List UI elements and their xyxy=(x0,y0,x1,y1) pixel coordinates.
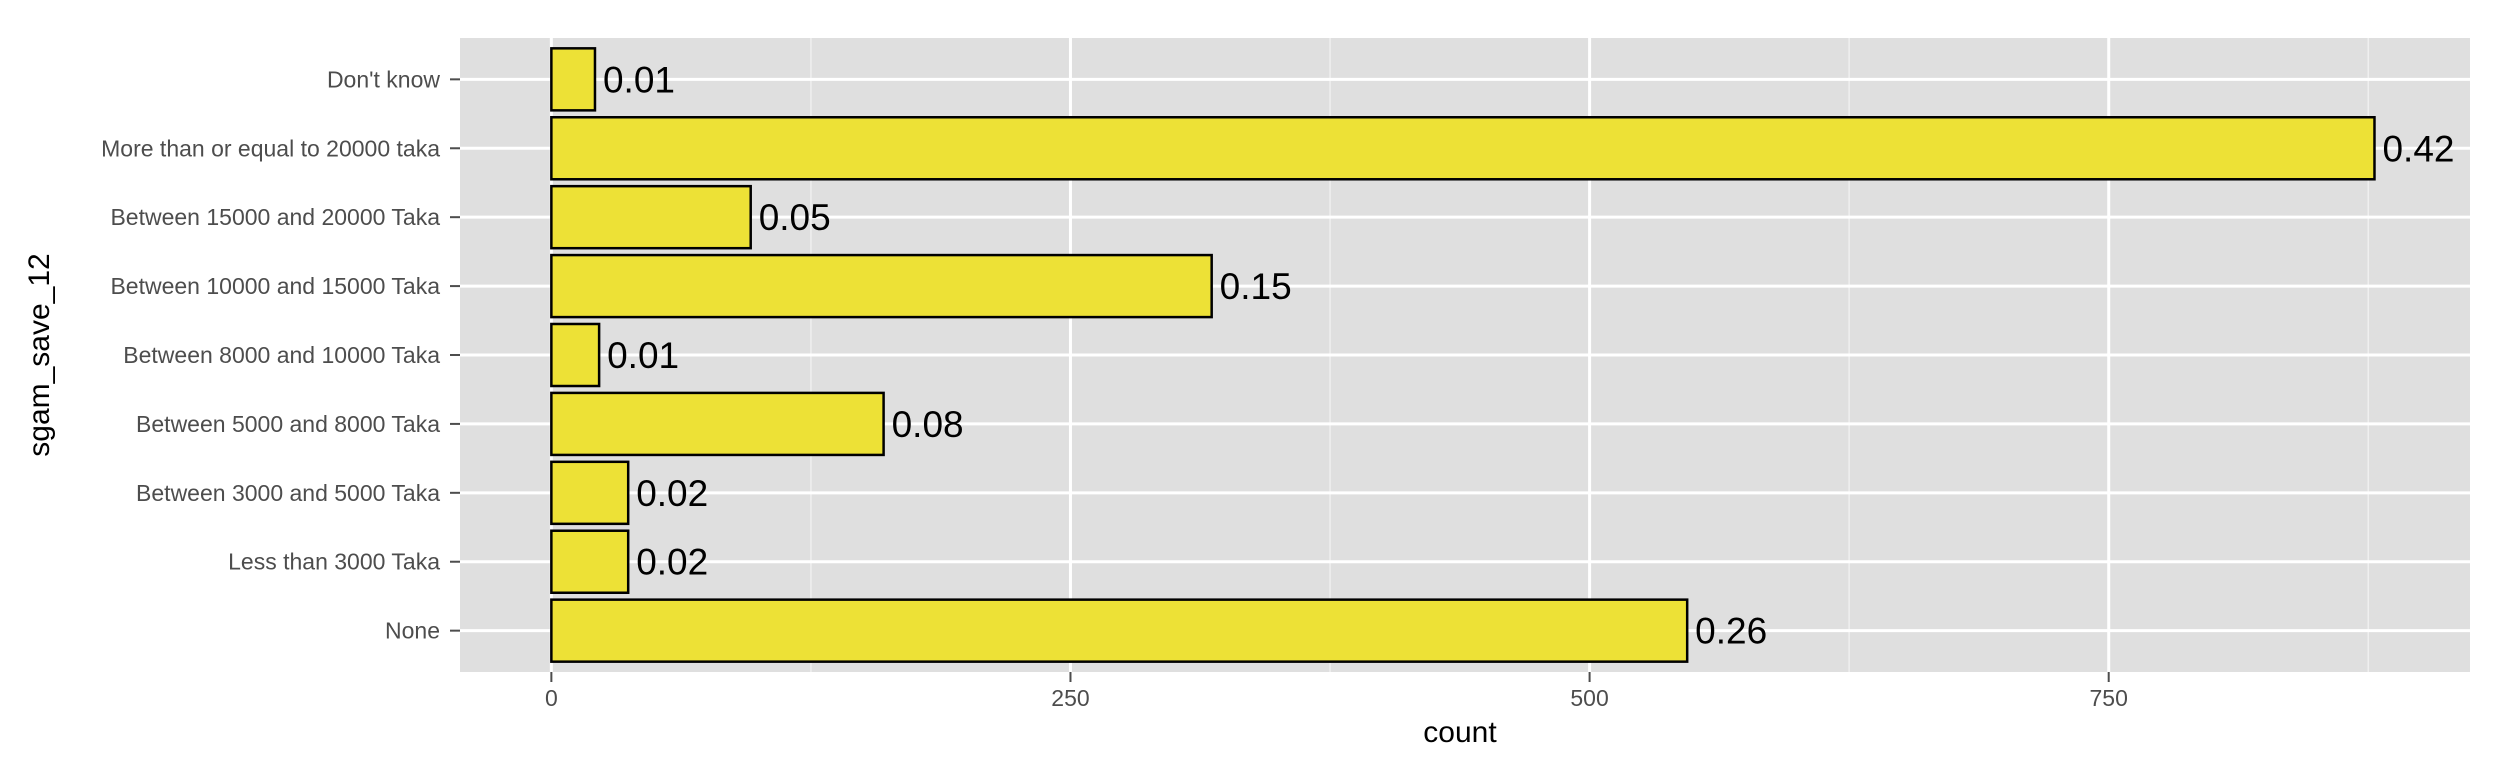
bar xyxy=(550,184,752,250)
bar xyxy=(550,529,630,595)
bar xyxy=(550,598,1689,663)
x-tick-label: 500 xyxy=(1570,685,1608,711)
y-tick-label: Between 15000 and 20000 Taka xyxy=(110,204,440,230)
bars xyxy=(550,47,2376,663)
bar xyxy=(550,460,630,526)
x-axis-title: count xyxy=(1423,716,1497,749)
x-tick-label: 0 xyxy=(545,685,558,711)
data-label: 0.02 xyxy=(636,473,708,514)
y-axis-title: sgam_save_12 xyxy=(23,253,56,456)
x-tick-label: 250 xyxy=(1051,685,1089,711)
bar xyxy=(550,391,885,457)
y-tick-label: Between 8000 and 10000 Taka xyxy=(123,342,440,368)
data-label: 0.05 xyxy=(759,197,831,238)
data-label: 0.26 xyxy=(1695,611,1767,652)
y-tick-label: More than or equal to 20000 taka xyxy=(101,135,440,161)
y-axis: None Less than 3000 Taka Between 3000 and … xyxy=(101,66,460,644)
x-tick-label: 750 xyxy=(2090,685,2128,711)
data-labels: 0.26 0.02 0.02 0.08 0.01 0.15 0.05 0.42 0.01 xyxy=(603,59,2455,651)
y-tick-label: Less than 3000 Taka xyxy=(228,549,440,575)
bar xyxy=(550,116,2376,181)
data-label: 0.15 xyxy=(1220,266,1292,307)
data-label: 0.01 xyxy=(603,59,675,100)
bar xyxy=(550,47,597,112)
data-label: 0.08 xyxy=(892,404,964,445)
y-tick-label: Don't know xyxy=(327,66,440,92)
bar xyxy=(550,322,601,388)
y-tick-label: Between 5000 and 8000 Taka xyxy=(136,411,440,437)
y-tick-label: None xyxy=(385,618,440,644)
data-label: 0.01 xyxy=(607,335,679,376)
data-label: 0.42 xyxy=(2382,128,2454,169)
data-label: 0.02 xyxy=(636,542,708,583)
y-tick-label: Between 10000 and 15000 Taka xyxy=(110,273,440,299)
x-axis: 0 250 500 750 xyxy=(545,672,2128,711)
y-tick-label: Between 3000 and 5000 Taka xyxy=(136,480,440,506)
bar xyxy=(550,253,1213,319)
